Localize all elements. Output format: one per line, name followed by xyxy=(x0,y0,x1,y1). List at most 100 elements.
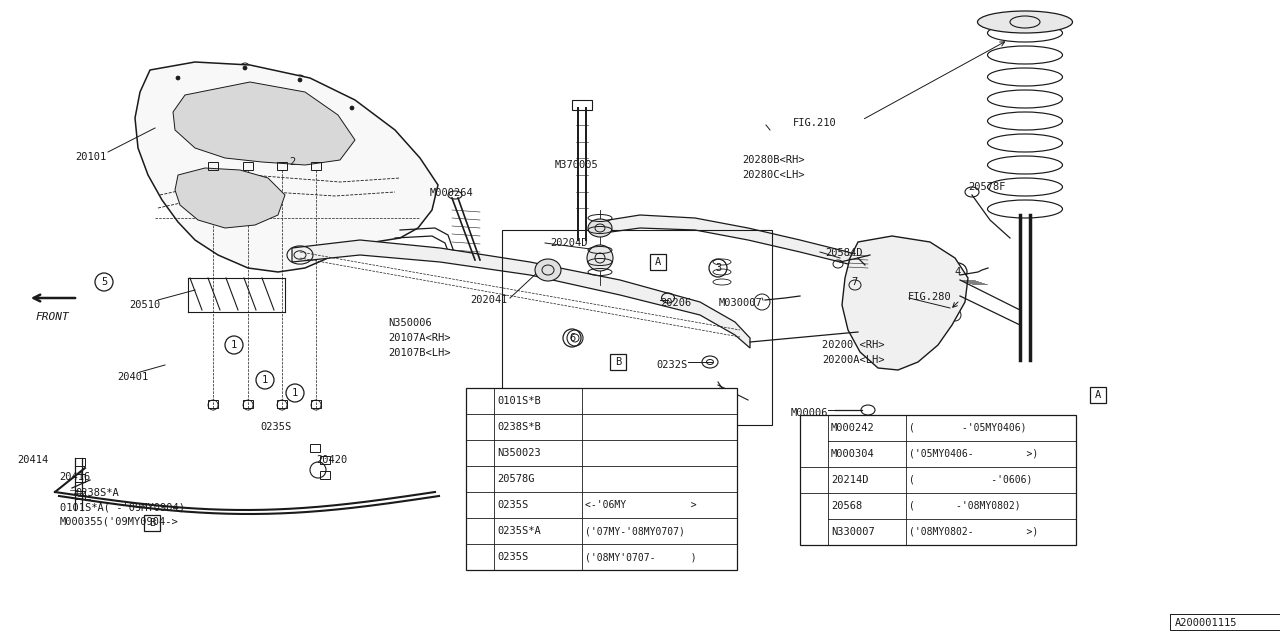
Text: 1: 1 xyxy=(262,375,268,385)
Text: 0235S: 0235S xyxy=(497,552,529,562)
Text: M030007: M030007 xyxy=(718,298,762,308)
Bar xyxy=(276,162,287,170)
Text: (        -'05MY0406): ( -'05MY0406) xyxy=(909,423,1027,433)
Circle shape xyxy=(298,78,302,82)
Text: 20204I: 20204I xyxy=(471,295,508,305)
Text: ('07MY-'08MY0707): ('07MY-'08MY0707) xyxy=(585,526,685,536)
Text: 20206: 20206 xyxy=(660,298,691,308)
Text: 20401: 20401 xyxy=(116,372,148,382)
Text: 2: 2 xyxy=(477,422,483,432)
Polygon shape xyxy=(292,240,750,348)
Text: 8: 8 xyxy=(477,526,483,536)
Text: B: B xyxy=(614,357,621,367)
Text: 2: 2 xyxy=(289,157,296,167)
Ellipse shape xyxy=(535,259,561,281)
Text: 20214D: 20214D xyxy=(831,475,869,485)
Text: 20578G: 20578G xyxy=(497,474,535,484)
Text: 0235S: 0235S xyxy=(261,422,292,432)
Text: 20568: 20568 xyxy=(831,501,863,511)
Text: M000304: M000304 xyxy=(831,449,874,459)
Text: N350006: N350006 xyxy=(388,318,431,328)
Text: 8: 8 xyxy=(607,443,613,453)
Bar xyxy=(311,400,321,408)
Circle shape xyxy=(243,66,247,70)
Text: 4: 4 xyxy=(477,474,483,484)
Bar xyxy=(76,458,84,466)
Bar xyxy=(243,400,253,408)
Text: FIG.280: FIG.280 xyxy=(908,292,952,302)
Text: M000242: M000242 xyxy=(831,423,874,433)
Text: FRONT: FRONT xyxy=(35,312,69,322)
Bar xyxy=(1091,387,1106,403)
Text: 20204D: 20204D xyxy=(550,238,588,248)
Polygon shape xyxy=(173,82,355,165)
Text: N350023: N350023 xyxy=(497,448,540,458)
Bar xyxy=(320,471,330,479)
Text: 5: 5 xyxy=(101,277,108,287)
Text: 5: 5 xyxy=(810,436,817,446)
Text: M00006: M00006 xyxy=(791,408,828,418)
Bar xyxy=(76,491,84,499)
Text: <-'06MY           >: <-'06MY > xyxy=(585,500,696,510)
Text: 0101S*A( -'09MY0904): 0101S*A( -'09MY0904) xyxy=(60,502,186,512)
Text: 20200 <RH>: 20200 <RH> xyxy=(822,340,884,350)
Text: 6: 6 xyxy=(568,333,575,343)
Text: 20414: 20414 xyxy=(17,455,49,465)
Ellipse shape xyxy=(588,219,612,237)
Text: 7: 7 xyxy=(810,501,817,511)
Bar xyxy=(502,230,772,425)
Bar xyxy=(572,100,591,110)
Bar xyxy=(320,456,330,464)
Polygon shape xyxy=(842,236,968,370)
Text: 20200A<LH>: 20200A<LH> xyxy=(822,355,884,365)
Text: M000355('09MY0904->: M000355('09MY0904-> xyxy=(60,517,179,527)
Bar xyxy=(76,474,84,482)
Ellipse shape xyxy=(588,245,613,271)
Circle shape xyxy=(177,76,180,80)
Text: 0232S: 0232S xyxy=(657,360,689,370)
Text: (             -'0606): ( -'0606) xyxy=(909,475,1033,485)
Bar xyxy=(800,415,1076,545)
Text: 20578F: 20578F xyxy=(968,182,1006,192)
Text: 20107B<LH>: 20107B<LH> xyxy=(388,348,451,358)
Bar xyxy=(466,388,737,570)
Text: 4: 4 xyxy=(955,267,961,277)
Text: A200001115: A200001115 xyxy=(1175,618,1238,628)
Text: M000264: M000264 xyxy=(430,188,474,198)
Bar xyxy=(310,444,320,452)
Circle shape xyxy=(349,106,355,110)
Text: 1: 1 xyxy=(230,340,237,350)
Text: 20584D: 20584D xyxy=(826,248,863,258)
Polygon shape xyxy=(134,62,438,272)
Bar xyxy=(207,400,218,408)
Text: 7: 7 xyxy=(851,277,858,287)
Text: 0510S: 0510S xyxy=(685,390,716,400)
Bar xyxy=(243,162,253,170)
Bar xyxy=(311,162,321,170)
Text: 0238S*A: 0238S*A xyxy=(76,488,119,498)
Text: 20107A<RH>: 20107A<RH> xyxy=(388,333,451,343)
Text: A: A xyxy=(655,257,662,267)
Bar xyxy=(143,515,160,531)
Text: 20101: 20101 xyxy=(76,152,108,162)
Text: 20420: 20420 xyxy=(316,455,347,465)
Text: 3: 3 xyxy=(477,448,483,458)
Text: 1: 1 xyxy=(292,388,298,398)
Text: 20280B<RH>: 20280B<RH> xyxy=(742,155,805,165)
Bar xyxy=(276,400,287,408)
Text: 20416: 20416 xyxy=(59,472,90,482)
Text: 20510: 20510 xyxy=(129,300,160,310)
Text: 0235S: 0235S xyxy=(497,500,529,510)
Text: ('05MY0406-         >): ('05MY0406- >) xyxy=(909,449,1038,459)
Text: 3: 3 xyxy=(714,263,721,273)
Polygon shape xyxy=(596,215,865,270)
Polygon shape xyxy=(175,168,285,228)
Text: 6: 6 xyxy=(810,475,817,485)
Text: ('08MY0802-         >): ('08MY0802- >) xyxy=(909,527,1038,537)
Text: M370005: M370005 xyxy=(556,160,599,170)
Bar xyxy=(611,354,626,370)
Text: ('08MY'0707-      ): ('08MY'0707- ) xyxy=(585,552,696,562)
Text: (       -'08MY0802): ( -'08MY0802) xyxy=(909,501,1020,511)
Text: 0235S*A: 0235S*A xyxy=(497,526,540,536)
Text: A: A xyxy=(1094,390,1101,400)
